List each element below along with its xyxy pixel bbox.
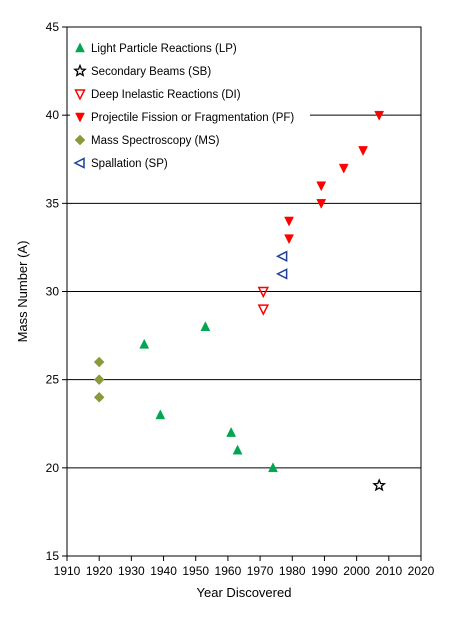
data-point-projectile-fission-or-fragmentation: [316, 181, 327, 192]
legend-background: [70, 36, 310, 176]
data-point-projectile-fission-or-fragmentation: [338, 163, 349, 174]
y-tick-label: 20: [46, 461, 60, 475]
legend-label: Projectile Fission or Fragmentation (PF): [91, 112, 294, 124]
data-point-light-particle-reactions: [139, 338, 150, 349]
x-tick-label: 1930: [118, 564, 145, 578]
legend-label: Deep Inelastic Reactions (DI): [91, 89, 241, 101]
axis-ticks: 1910 1920 1930 1940 1950 1960 1970 1980 1990 2000…: [46, 20, 435, 578]
y-tick-label: 45: [46, 20, 60, 34]
data-point-deep-inelastic-reactions: [257, 286, 270, 299]
y-tick-label: 30: [46, 285, 60, 299]
legend-marker-mass-spectroscopy: [74, 134, 86, 146]
x-tick-label: 1940: [150, 564, 177, 578]
data-point-light-particle-reactions: [155, 409, 166, 420]
x-tick-label: 1950: [182, 564, 209, 578]
data-point-mass-spectroscopy: [93, 391, 105, 403]
data-point-mass-spectroscopy: [93, 374, 105, 386]
x-tick-label: 1980: [279, 564, 306, 578]
data-points: [93, 110, 387, 492]
data-point-light-particle-reactions: [226, 427, 237, 437]
x-tick-label: 1990: [311, 564, 338, 578]
y-tick-label: 15: [46, 549, 60, 563]
legend: Light Particle Reactions (LP) Secondary B…: [73, 42, 294, 170]
data-point-spallation: [275, 268, 288, 280]
x-tick-label: 1920: [86, 564, 113, 578]
data-point-projectile-fission-or-fragmentation: [316, 199, 327, 209]
x-tick-label: 1960: [215, 564, 242, 578]
data-point-light-particle-reactions: [268, 462, 278, 473]
y-axis-title: Mass Number (A): [15, 241, 30, 343]
data-point-light-particle-reactions: [232, 444, 243, 455]
legend-label: Mass Spectroscopy (MS): [91, 135, 220, 147]
x-axis-title: Year Discovered: [197, 585, 292, 600]
legend-marker-light-particle-reactions: [75, 42, 85, 53]
data-point-secondary-beams: [372, 478, 387, 492]
data-point-projectile-fission-or-fragmentation: [358, 146, 368, 156]
legend-marker-projectile-fission-or-fragmentation: [75, 112, 85, 123]
legend-label: Secondary Beams (SB): [91, 66, 211, 78]
x-tick-label: 1910: [54, 564, 81, 578]
x-tick-label: 2000: [343, 564, 370, 578]
data-point-mass-spectroscopy: [93, 356, 105, 368]
legend-label: Spallation (SP): [91, 158, 168, 170]
data-point-deep-inelastic-reactions: [257, 304, 270, 316]
legend-marker-spallation: [73, 157, 85, 169]
y-tick-label: 40: [46, 108, 60, 122]
data-point-projectile-fission-or-fragmentation: [374, 110, 385, 121]
x-tick-label: 1970: [247, 564, 274, 578]
data-point-spallation: [275, 250, 288, 262]
y-tick-label: 35: [46, 196, 60, 210]
y-tick-label: 25: [46, 373, 60, 387]
data-point-projectile-fission-or-fragmentation: [284, 216, 294, 227]
data-point-projectile-fission-or-fragmentation: [284, 234, 294, 245]
legend-marker-secondary-beams: [73, 63, 87, 77]
legend-label: Light Particle Reactions (LP): [91, 43, 237, 55]
x-tick-label: 2010: [375, 564, 402, 578]
data-point-light-particle-reactions: [200, 321, 211, 332]
x-tick-label: 2020: [408, 564, 435, 578]
legend-marker-deep-inelastic-reactions: [74, 89, 86, 101]
